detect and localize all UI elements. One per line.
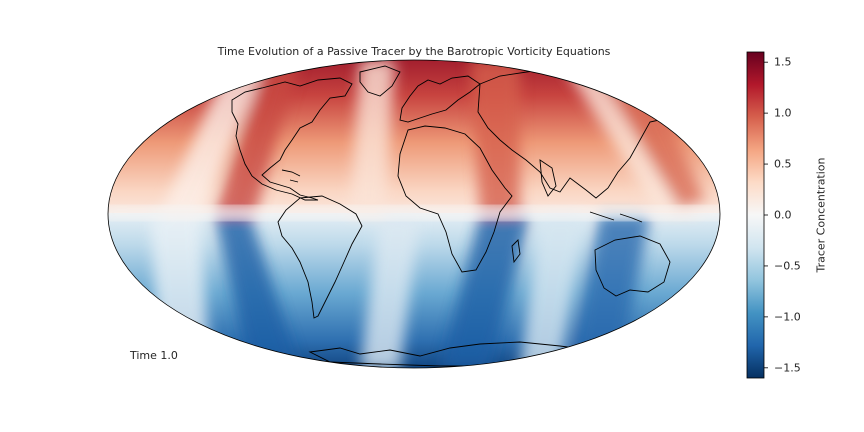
africa-coast: [397, 125, 513, 273]
colorbar-tick-label: −0.5: [774, 259, 801, 273]
south-america-coast: [277, 195, 363, 319]
colorbar-tick-label: 0.5: [774, 157, 792, 171]
new-zealand-coast: [689, 289, 697, 311]
caribbean-coast: [281, 169, 301, 183]
colorbar-tick-label: 1.0: [774, 106, 792, 120]
greenland-coast: [359, 65, 401, 97]
time-label: Time 1.0: [130, 349, 178, 362]
colorbar-tick-label: 0.0: [774, 208, 792, 222]
indonesia-coast: [589, 211, 643, 223]
india-coast: [539, 159, 557, 197]
colorbar: [746, 51, 765, 379]
colorbar-ticks: [764, 61, 768, 369]
colorbar-tick-label: −1.0: [774, 310, 801, 324]
coastlines: [231, 65, 697, 367]
europe-coast: [399, 75, 481, 123]
australia-coast: [594, 235, 671, 297]
colorbar-tick-label: −1.5: [774, 361, 801, 375]
tracer-field: [108, 60, 720, 368]
north-america-coast: [231, 77, 353, 201]
colorbar-tick-label: 1.5: [774, 55, 792, 69]
map-title: Time Evolution of a Passive Tracer by th…: [217, 45, 611, 58]
madagascar-coast: [511, 239, 521, 264]
colorbar-label: Tracer Concentration: [814, 157, 828, 273]
globe-outline: [107, 59, 721, 369]
